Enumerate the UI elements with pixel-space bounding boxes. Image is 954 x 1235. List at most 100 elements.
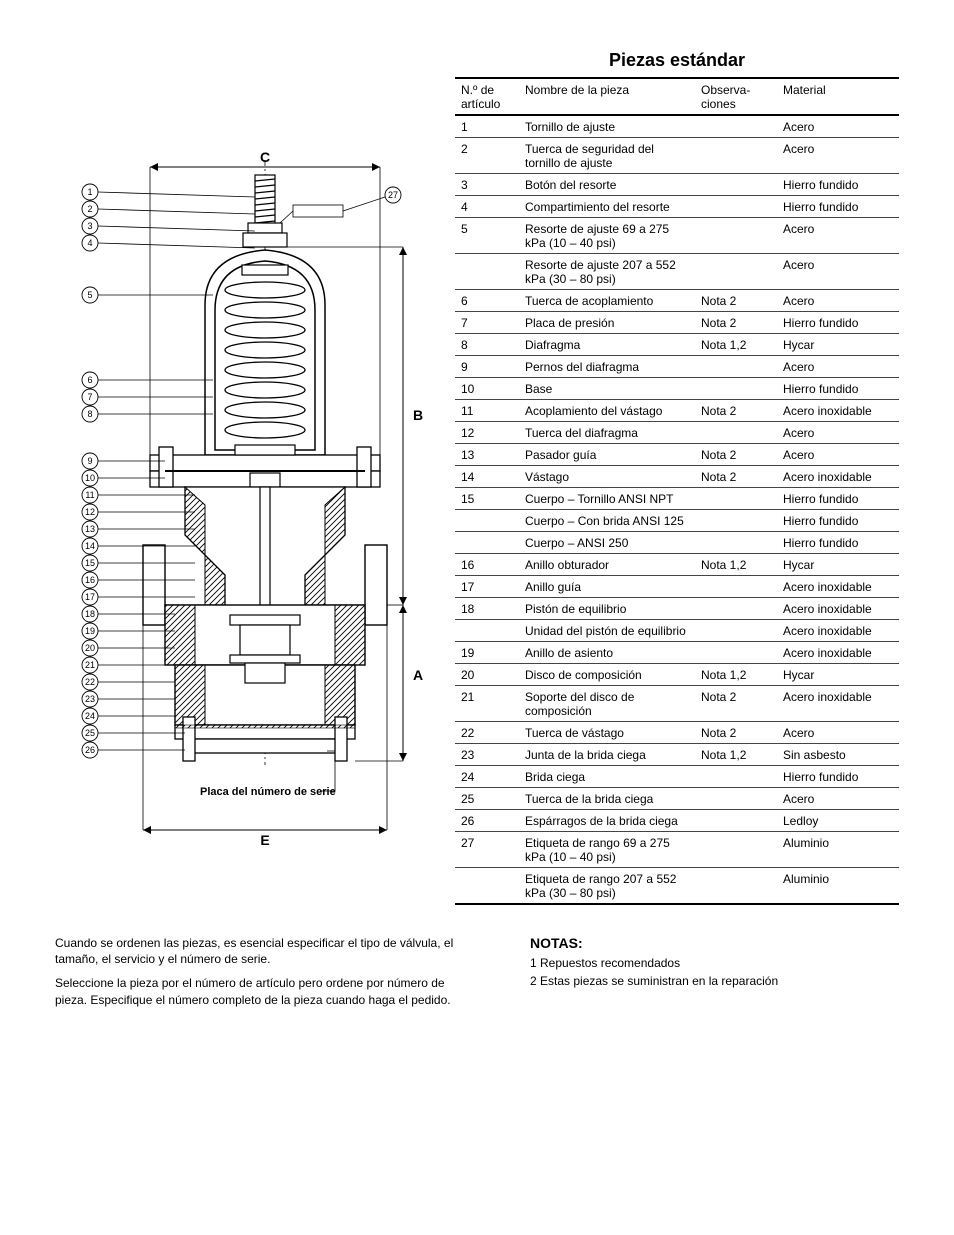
cell-mat: Hierro fundido [777, 196, 899, 218]
cell-name: Disco de composición [519, 664, 695, 686]
serial-plate-label: Placa del número de serie [200, 751, 336, 798]
cell-mat: Acero inoxidable [777, 466, 899, 488]
svg-text:A: A [413, 667, 423, 683]
cell-num: 17 [455, 576, 519, 598]
svg-text:1: 1 [87, 187, 92, 197]
svg-text:13: 13 [85, 524, 95, 534]
cell-name: Resorte de ajuste 207 a 552 kPa (30 – 80… [519, 254, 695, 290]
cell-obs: Nota 1,2 [695, 744, 777, 766]
cell-num: 13 [455, 444, 519, 466]
cell-obs [695, 174, 777, 196]
svg-text:16: 16 [85, 575, 95, 585]
cell-obs [695, 138, 777, 174]
cell-name: Pasador guía [519, 444, 695, 466]
cell-mat: Hierro fundido [777, 378, 899, 400]
cell-num: 4 [455, 196, 519, 218]
table-row: Cuerpo – Con brida ANSI 125Hierro fundid… [455, 510, 899, 532]
table-row: 8DiafragmaNota 1,2Hycar [455, 334, 899, 356]
footer-left: Cuando se ordenen las piezas, es esencia… [55, 935, 470, 1016]
cell-obs [695, 810, 777, 832]
table-row: 20Disco de composiciónNota 1,2Hycar [455, 664, 899, 686]
cell-num: 22 [455, 722, 519, 744]
svg-text:21: 21 [85, 660, 95, 670]
svg-text:23: 23 [85, 694, 95, 704]
cell-name: Junta de la brida ciega [519, 744, 695, 766]
svg-text:C: C [260, 149, 270, 165]
table-row: 2Tuerca de seguridad del tornillo de aju… [455, 138, 899, 174]
svg-text:5: 5 [87, 290, 92, 300]
cell-obs: Nota 2 [695, 444, 777, 466]
col-header-obs: Observa-ciones [695, 78, 777, 115]
footer-left-p1: Cuando se ordenen las piezas, es esencia… [55, 935, 470, 967]
cell-num: 20 [455, 664, 519, 686]
cell-name: Pernos del diafragma [519, 356, 695, 378]
cell-mat: Hierro fundido [777, 312, 899, 334]
cell-mat: Acero [777, 290, 899, 312]
cell-name: Acoplamiento del vástago [519, 400, 695, 422]
table-row: 19Anillo de asientoAcero inoxidable [455, 642, 899, 664]
cell-obs: Nota 2 [695, 400, 777, 422]
footer-left-p2: Seleccione la pieza por el número de art… [55, 975, 470, 1007]
cell-obs [695, 868, 777, 905]
table-row: 15Cuerpo – Tornillo ANSI NPTHierro fundi… [455, 488, 899, 510]
cell-name: Base [519, 378, 695, 400]
table-row: 13Pasador guíaNota 2Acero [455, 444, 899, 466]
table-row: 27Etiqueta de rango 69 a 275 kPa (10 – 4… [455, 832, 899, 868]
footer-right: NOTAS: 1 Repuestos recomendados 2 Estas … [530, 935, 899, 1016]
cell-num: 19 [455, 642, 519, 664]
table-row: 1Tornillo de ajusteAcero [455, 115, 899, 138]
cell-mat: Acero [777, 356, 899, 378]
col-header-name: Nombre de la pieza [519, 78, 695, 115]
cell-obs [695, 576, 777, 598]
svg-text:9: 9 [87, 456, 92, 466]
cell-mat: Ledloy [777, 810, 899, 832]
cell-mat: Acero [777, 218, 899, 254]
cell-num: 3 [455, 174, 519, 196]
cell-mat: Hierro fundido [777, 174, 899, 196]
nota-2: 2 Estas piezas se suministran en la repa… [530, 973, 899, 989]
cell-obs [695, 766, 777, 788]
col-header-num: N.º de artículo [455, 78, 519, 115]
table-row: Etiqueta de rango 207 a 552 kPa (30 – 80… [455, 868, 899, 905]
cell-num: 6 [455, 290, 519, 312]
cell-obs [695, 378, 777, 400]
cell-num: 16 [455, 554, 519, 576]
cell-mat: Acero inoxidable [777, 686, 899, 722]
cell-obs [695, 598, 777, 620]
notas-title: NOTAS: [530, 935, 899, 951]
cell-mat: Hierro fundido [777, 510, 899, 532]
cell-obs [695, 218, 777, 254]
cell-obs [695, 356, 777, 378]
cell-mat: Acero [777, 444, 899, 466]
cell-name: Espárragos de la brida ciega [519, 810, 695, 832]
svg-text:27: 27 [388, 190, 398, 200]
cell-obs: Nota 2 [695, 686, 777, 722]
cell-obs: Nota 1,2 [695, 334, 777, 356]
svg-text:20: 20 [85, 643, 95, 653]
cell-obs: Nota 2 [695, 290, 777, 312]
cell-num: 10 [455, 378, 519, 400]
cell-name: Compartimiento del resorte [519, 196, 695, 218]
table-row: 6Tuerca de acoplamientoNota 2Acero [455, 290, 899, 312]
cell-num: 12 [455, 422, 519, 444]
cell-name: Cuerpo – Tornillo ANSI NPT [519, 488, 695, 510]
table-row: 14VástagoNota 2Acero inoxidable [455, 466, 899, 488]
table-row: 5Resorte de ajuste 69 a 275 kPa (10 – 40… [455, 218, 899, 254]
cell-mat: Acero inoxidable [777, 598, 899, 620]
callout-27: 27 [343, 187, 401, 211]
cell-num: 1 [455, 115, 519, 138]
svg-text:18: 18 [85, 609, 95, 619]
table-row: Resorte de ajuste 207 a 552 kPa (30 – 80… [455, 254, 899, 290]
table-row: Cuerpo – ANSI 250Hierro fundido [455, 532, 899, 554]
cell-name: Soporte del disco de composición [519, 686, 695, 722]
cell-mat: Acero [777, 722, 899, 744]
cell-num: 14 [455, 466, 519, 488]
cell-num: 27 [455, 832, 519, 868]
cell-name: Anillo obturador [519, 554, 695, 576]
cell-obs [695, 532, 777, 554]
cell-name: Anillo de asiento [519, 642, 695, 664]
cell-mat: Hycar [777, 554, 899, 576]
table-row: 24Brida ciegaHierro fundido [455, 766, 899, 788]
cell-num: 7 [455, 312, 519, 334]
cell-name: Tornillo de ajuste [519, 115, 695, 138]
